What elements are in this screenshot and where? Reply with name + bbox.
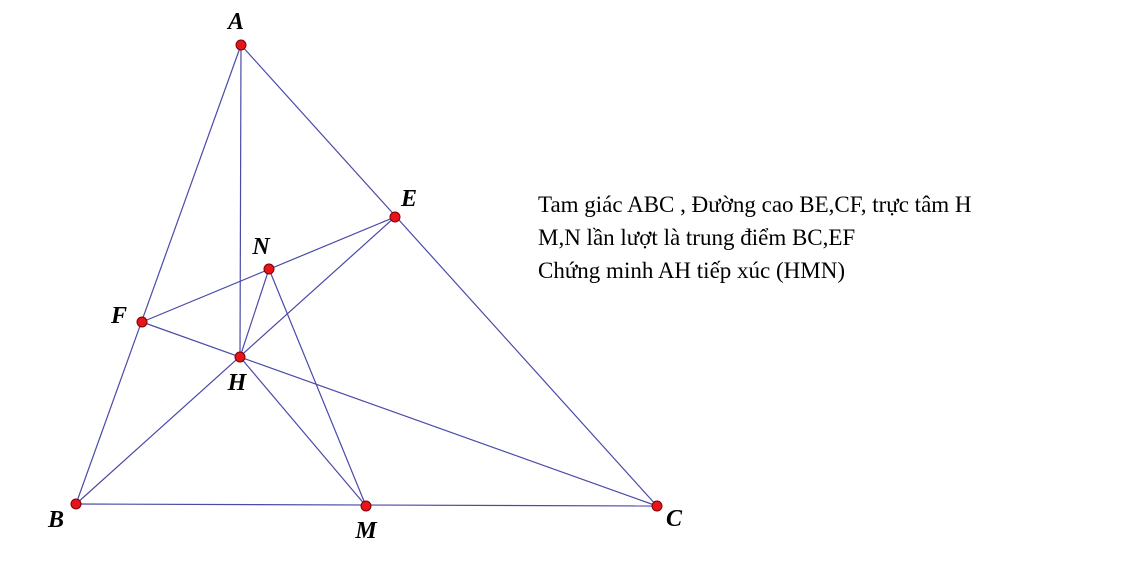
segment-hm <box>239 356 367 507</box>
point-label-b: B <box>47 507 64 533</box>
segment-ab <box>75 44 242 505</box>
point-label-a: A <box>226 9 244 35</box>
point-b <box>70 498 82 510</box>
segment-nm <box>268 268 367 507</box>
problem-line-2: M,N lần lượt là trung điểm BC,EF <box>538 225 856 250</box>
point-a <box>235 39 247 51</box>
point-n <box>263 263 275 275</box>
point-label-h: H <box>227 370 248 396</box>
point-label-m: M <box>354 518 378 544</box>
labels-group: A B C E F H M N <box>47 9 683 544</box>
point-m <box>360 500 372 512</box>
segment-be <box>75 216 396 505</box>
segment-ac <box>240 44 658 507</box>
point-e <box>389 211 401 223</box>
segment-hn <box>239 268 270 358</box>
point-f <box>136 316 148 328</box>
point-label-n: N <box>251 234 271 260</box>
problem-line-1: Tam giác ABC , Đường cao BE,CF, trực tâm… <box>538 192 972 217</box>
points-group <box>70 39 663 512</box>
point-label-e: E <box>400 186 417 212</box>
point-label-f: F <box>110 303 127 329</box>
segment-ah <box>239 44 242 358</box>
point-h <box>234 351 246 363</box>
problem-line-3: Chứng minh AH tiếp xúc (HMN) <box>538 258 845 283</box>
point-label-c: C <box>666 506 683 532</box>
problem-statement: Tam giác ABC , Đường cao BE,CF, trực tâm… <box>538 188 972 287</box>
segment-cf <box>141 321 658 507</box>
point-c <box>651 500 663 512</box>
